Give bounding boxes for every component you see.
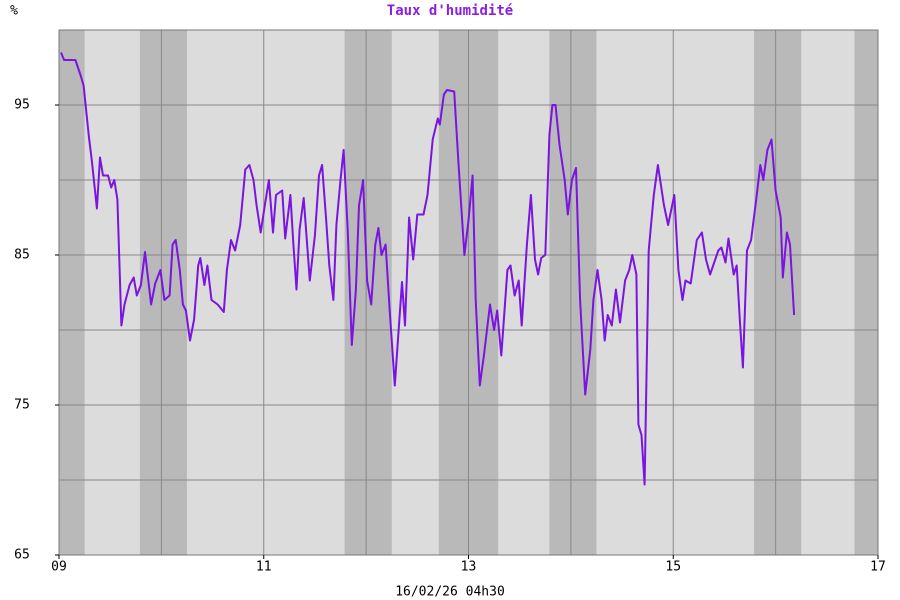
x-tick-label: 11: [256, 560, 272, 575]
y-axis-label: %: [10, 4, 18, 19]
night-band: [754, 30, 802, 555]
y-tick-label: 95: [14, 98, 30, 113]
y-tick-label: 75: [14, 398, 30, 413]
data-line: [60, 52, 796, 486]
chart-title: Taux d'humidité: [387, 3, 513, 19]
y-tick-label: 65: [14, 548, 30, 563]
night-band: [59, 30, 85, 555]
x-axis-label: 16/02/26 04h30: [395, 585, 505, 600]
x-tick-label: 17: [870, 560, 886, 575]
x-tick-label: 15: [665, 560, 681, 575]
x-tick-label: 09: [51, 560, 67, 575]
y-tick-label: 85: [14, 248, 30, 263]
night-band: [854, 30, 878, 555]
x-tick-label: 13: [461, 560, 477, 575]
